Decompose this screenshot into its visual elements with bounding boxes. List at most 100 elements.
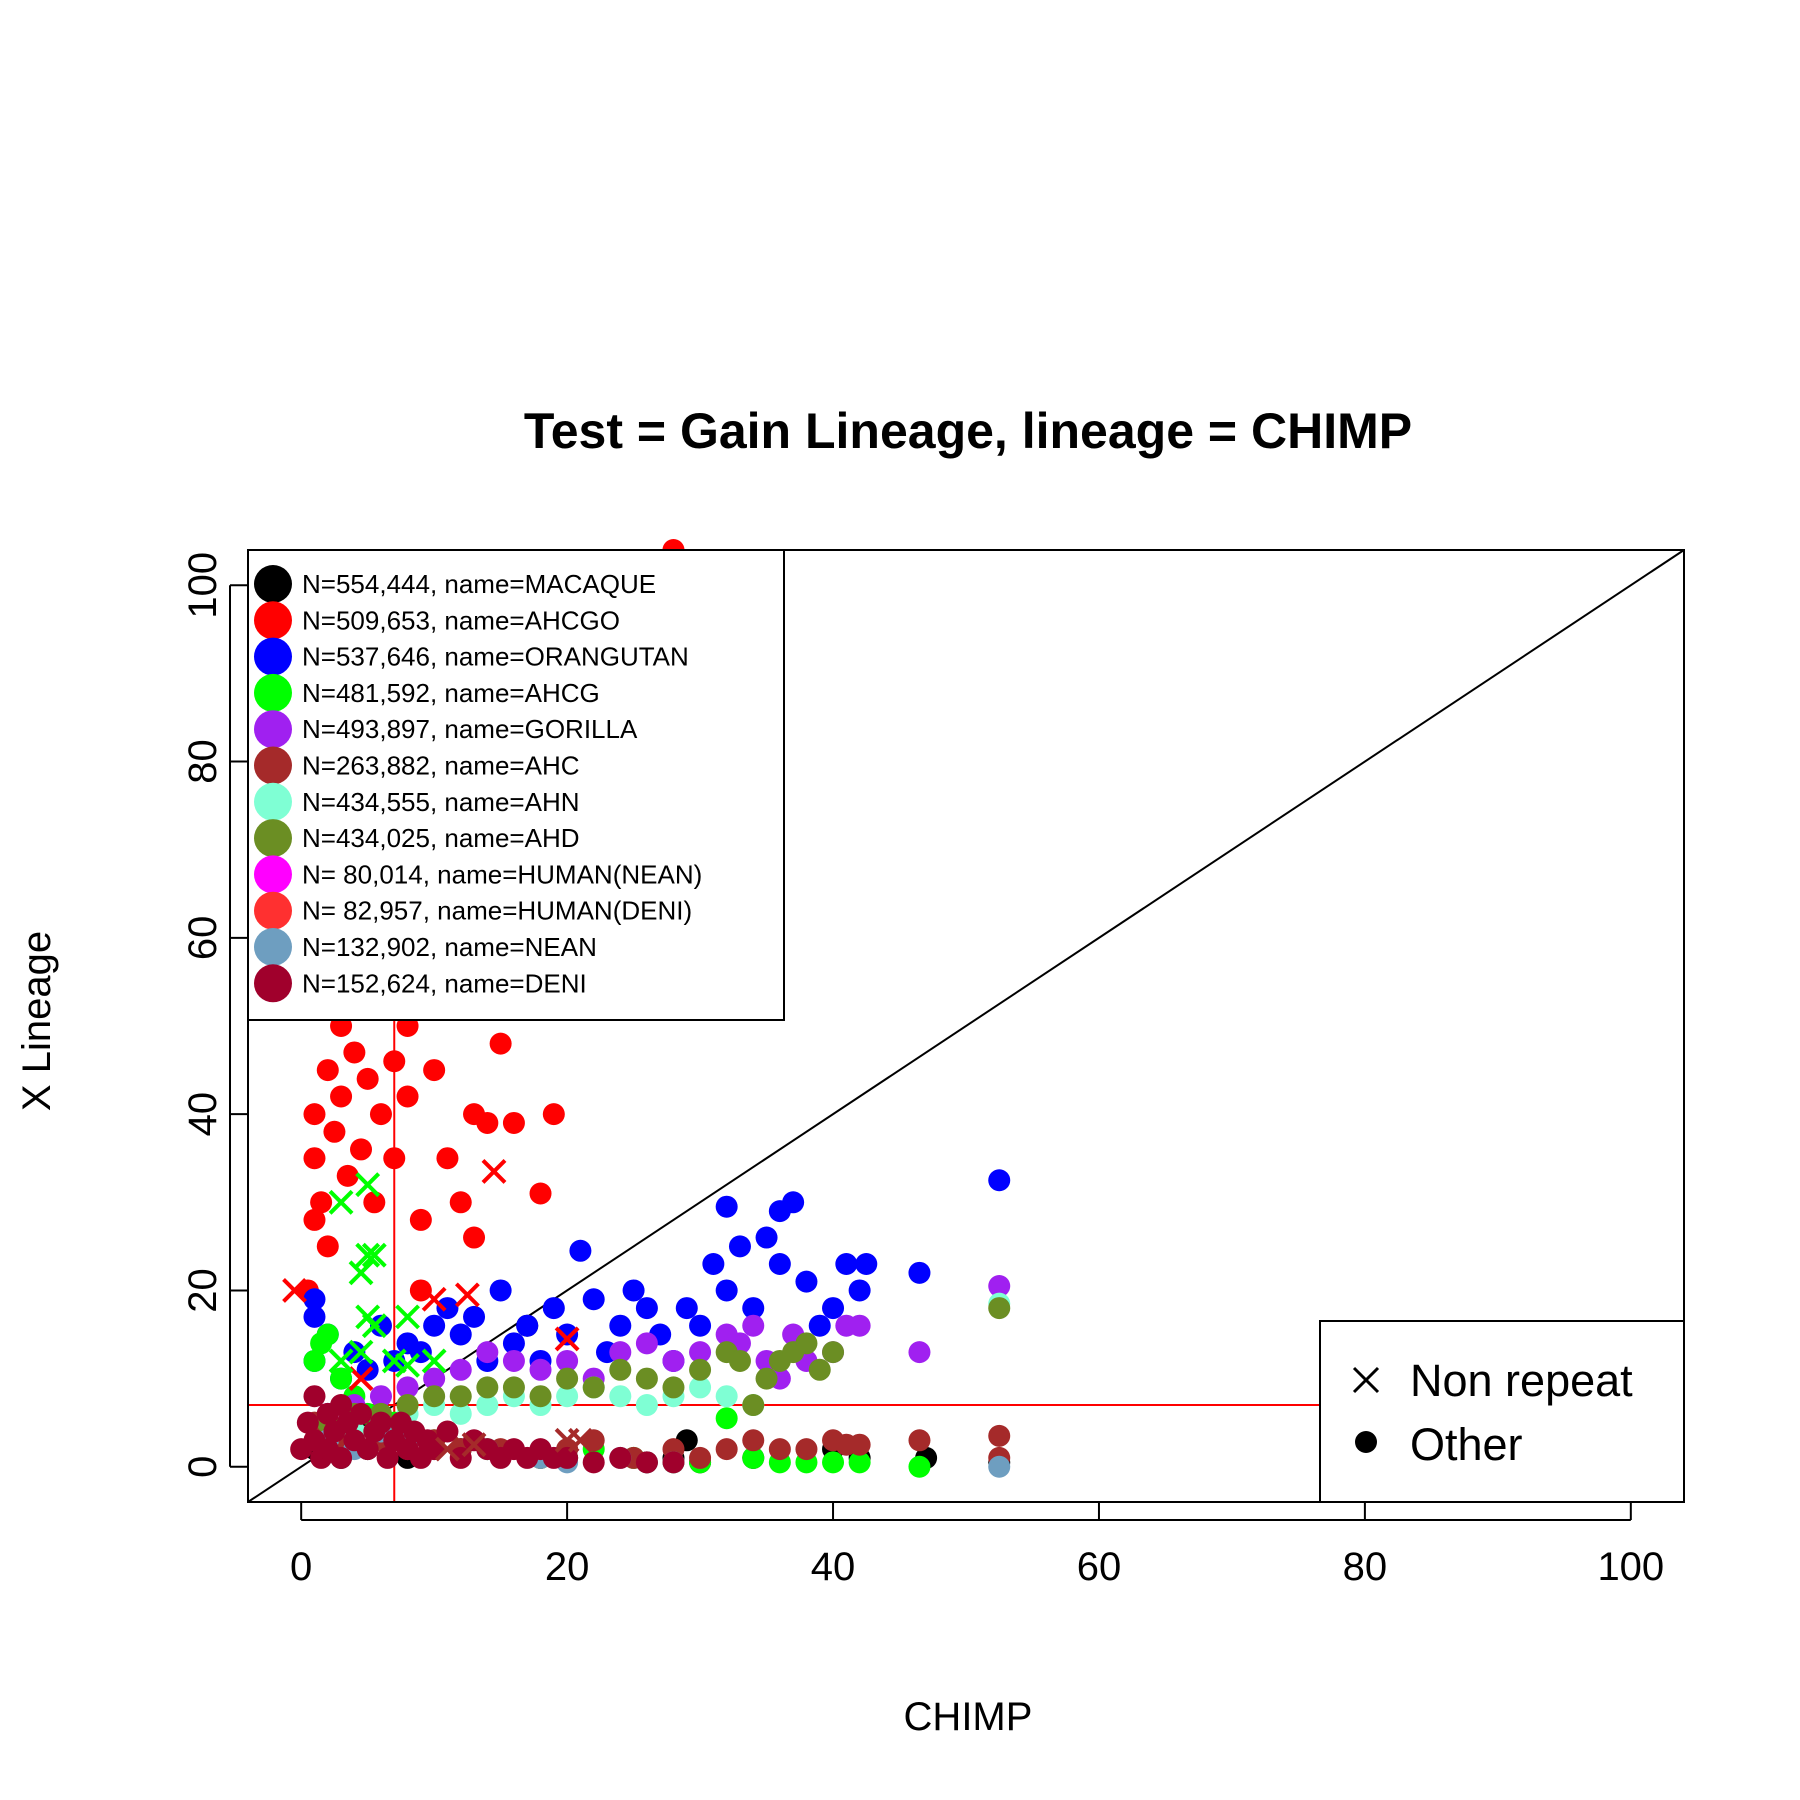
data-point: [502, 1349, 525, 1372]
non-repeat-marker: [435, 1436, 460, 1462]
data-point: [316, 1059, 339, 1082]
data-point: [556, 1367, 579, 1390]
data-point: [409, 1279, 432, 1302]
x-tick-label: 80: [1343, 1545, 1388, 1589]
legend-swatch: [254, 601, 292, 640]
data-point: [542, 1103, 565, 1126]
data-point: [582, 1451, 605, 1474]
non-repeat-marker: [567, 1427, 593, 1453]
data-point: [363, 1191, 386, 1214]
data-point: [908, 1455, 931, 1478]
non-repeat-marker: [282, 1278, 307, 1303]
data-point: [303, 1288, 326, 1311]
legend-entry: N=152,624, name=DENI: [302, 968, 587, 998]
data-point: [310, 1191, 333, 1214]
y-tick-label: 20: [181, 1268, 225, 1313]
non-repeat-marker: [395, 1352, 420, 1378]
data-point: [835, 1253, 858, 1275]
data-point: [988, 1424, 1011, 1447]
non-repeat-marker: [454, 1282, 480, 1308]
non-repeat-marker: [355, 1172, 381, 1198]
data-point: [449, 1191, 472, 1214]
data-point: [908, 1429, 931, 1452]
data-point: [350, 1402, 373, 1425]
data-point: [715, 1279, 738, 1302]
data-point: [855, 1253, 878, 1275]
data-point: [782, 1191, 805, 1214]
series-legend: N=554,444, name=MACAQUE N=509,653, name=A…: [247, 549, 785, 1021]
data-point: [582, 1288, 605, 1311]
data-point: [742, 1429, 765, 1452]
data-point: [323, 1120, 346, 1143]
data-point: [330, 1085, 353, 1108]
data-point: [675, 1297, 698, 1320]
legend-entry: N=132,902, name=NEAN: [302, 932, 597, 962]
data-point: [822, 1341, 845, 1364]
data-point: [502, 1332, 525, 1355]
non-repeat-marker: [348, 1339, 374, 1365]
data-point: [476, 1376, 499, 1399]
x-tick-label: 20: [545, 1545, 590, 1589]
cross-symbol-icon: [1352, 1366, 1380, 1394]
data-point: [742, 1446, 765, 1469]
non-repeat-marker: [348, 1366, 374, 1392]
data-point: [742, 1394, 765, 1417]
data-point: [296, 1411, 319, 1434]
chart-title: Test = Gain Lineage, lineage = CHIMP: [524, 403, 1412, 459]
data-point: [988, 1275, 1011, 1298]
data-point: [689, 1358, 712, 1381]
data-point: [383, 1050, 406, 1073]
legend-entry: N=537,646, name=ORANGUTAN: [302, 642, 689, 672]
data-point: [635, 1297, 658, 1320]
data-point: [303, 1147, 326, 1170]
non-repeat-marker: [328, 1189, 354, 1215]
data-point: [449, 1358, 472, 1381]
non-repeat-marker: [421, 1286, 447, 1312]
data-point: [376, 1446, 399, 1469]
data-point: [715, 1195, 738, 1218]
data-point: [330, 1446, 353, 1469]
data-point: [635, 1451, 658, 1474]
y-tick-label: 80: [181, 739, 225, 784]
data-point: [609, 1385, 632, 1408]
data-point: [689, 1376, 712, 1399]
data-point: [848, 1451, 871, 1474]
data-point: [848, 1314, 871, 1337]
data-point: [908, 1261, 931, 1284]
y-tick-label: 60: [181, 916, 225, 961]
data-point: [369, 1385, 392, 1408]
data-point: [635, 1367, 658, 1390]
data-point: [822, 1297, 845, 1320]
data-point: [582, 1376, 605, 1399]
data-point: [556, 1446, 579, 1469]
data-point: [529, 1182, 552, 1205]
shape-legend-box: [1319, 1320, 1685, 1503]
data-point: [423, 1059, 446, 1082]
data-point: [609, 1341, 632, 1364]
data-point: [689, 1341, 712, 1364]
data-point: [689, 1314, 712, 1337]
legend-entry: N=434,025, name=AHD: [302, 823, 580, 853]
non-repeat-marker: [421, 1348, 447, 1374]
data-point: [662, 1376, 685, 1399]
data-point: [330, 1394, 353, 1417]
data-point: [343, 1341, 366, 1364]
data-point: [449, 1385, 472, 1408]
data-point: [489, 1279, 512, 1302]
data-point: [463, 1226, 486, 1249]
data-point: [609, 1446, 632, 1469]
legend-swatch: [254, 928, 292, 966]
data-point: [542, 1297, 565, 1320]
data-point: [755, 1226, 778, 1249]
y-tick-label: 40: [181, 1092, 225, 1137]
data-point: [795, 1332, 818, 1355]
data-point: [848, 1433, 871, 1456]
data-point: [768, 1438, 791, 1461]
data-point: [808, 1314, 831, 1337]
data-point: [356, 1067, 379, 1090]
data-point: [742, 1314, 765, 1337]
data-point: [728, 1349, 751, 1372]
non-repeat-marker: [348, 1260, 374, 1286]
data-point: [556, 1323, 579, 1346]
